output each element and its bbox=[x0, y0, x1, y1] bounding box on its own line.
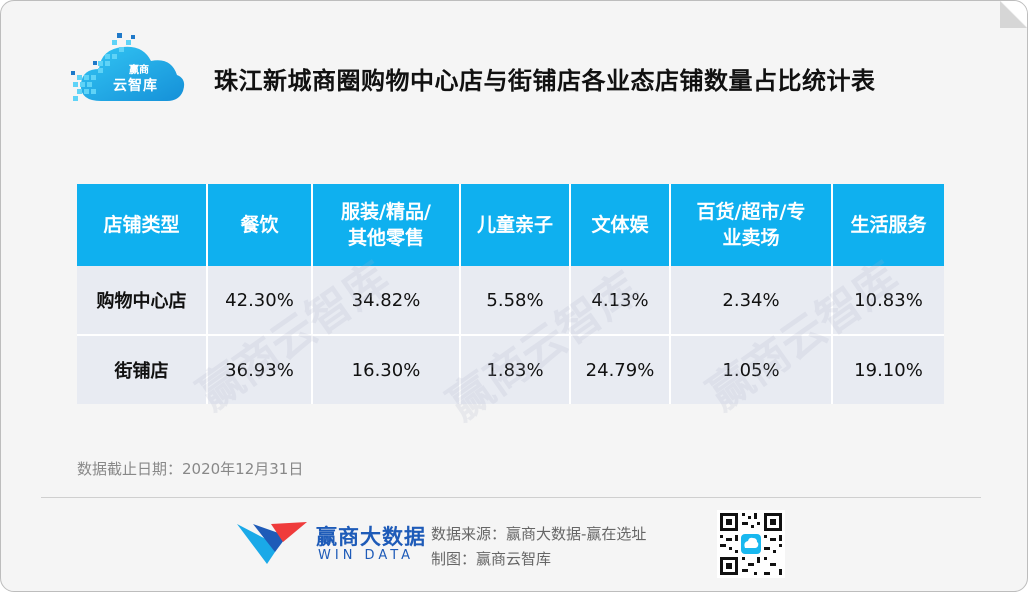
table-header-row: 店铺类型 餐饮 服装/精品/其他零售 儿童亲子 文体娱 百货/超市/专 业卖场 生… bbox=[77, 184, 944, 266]
data-cutoff-date: 数据截止日期：2020年12月31日 bbox=[77, 460, 304, 478]
table-row: 街铺店 36.93% 16.30% 1.83% 24.79% 1.05% 19.… bbox=[77, 335, 944, 404]
footer-maker: 制图：赢商云智库 bbox=[431, 550, 552, 568]
table-cell: 24.79% bbox=[570, 335, 671, 404]
table-cell: 4.13% bbox=[570, 266, 671, 336]
table-cell: 1.05% bbox=[670, 335, 833, 404]
data-table: 店铺类型 餐饮 服装/精品/其他零售 儿童亲子 文体娱 百货/超市/专 业卖场 生… bbox=[77, 184, 944, 404]
header-cell: 生活服务 bbox=[832, 184, 944, 266]
cloud-logo-icon bbox=[71, 33, 185, 101]
footer-brand-en: WIN DATA bbox=[318, 548, 415, 563]
table-row: 购物中心店 42.30% 34.82% 5.58% 4.13% 2.34% 10… bbox=[77, 266, 944, 336]
win-data-logo-icon bbox=[237, 522, 307, 564]
header-cell: 儿童亲子 bbox=[460, 184, 571, 266]
table-cell: 2.34% bbox=[670, 266, 833, 336]
table-cell: 5.58% bbox=[460, 266, 571, 336]
header-cell: 文体娱 bbox=[570, 184, 671, 266]
table-cell: 34.82% bbox=[312, 266, 461, 336]
footer-source: 数据来源：赢商大数据-赢在选址 bbox=[431, 525, 647, 543]
data-table-wrap: 店铺类型 餐饮 服装/精品/其他零售 儿童亲子 文体娱 百货/超市/专 业卖场 生… bbox=[77, 184, 944, 404]
yunzhiku-logo: 赢商 云智库 bbox=[71, 31, 189, 107]
table-cell: 42.30% bbox=[207, 266, 313, 336]
footer-divider bbox=[41, 497, 981, 498]
table-cell: 16.30% bbox=[312, 335, 461, 404]
win-data-logo bbox=[237, 522, 313, 566]
row-label: 购物中心店 bbox=[77, 266, 208, 336]
footer-brand: 赢商大数据 bbox=[316, 525, 426, 549]
corner-fold bbox=[1000, 1, 1027, 28]
table-cell: 19.10% bbox=[832, 335, 944, 404]
qr-code bbox=[717, 510, 785, 578]
qr-code-icon bbox=[717, 510, 785, 578]
table-cell: 36.93% bbox=[207, 335, 313, 404]
header-cell: 店铺类型 bbox=[77, 184, 208, 266]
header-cell: 百货/超市/专 业卖场 bbox=[670, 184, 833, 266]
header-cell: 服装/精品/其他零售 bbox=[312, 184, 461, 266]
logo-text: 云智库 bbox=[113, 78, 158, 94]
row-label: 街铺店 bbox=[77, 335, 208, 404]
page-title: 珠江新城商圈购物中心店与街铺店各业态店铺数量占比统计表 bbox=[214, 67, 876, 95]
logo-small-text: 赢商 bbox=[129, 65, 149, 76]
table-cell: 1.83% bbox=[460, 335, 571, 404]
table-cell: 10.83% bbox=[832, 266, 944, 336]
header-cell: 餐饮 bbox=[207, 184, 313, 266]
